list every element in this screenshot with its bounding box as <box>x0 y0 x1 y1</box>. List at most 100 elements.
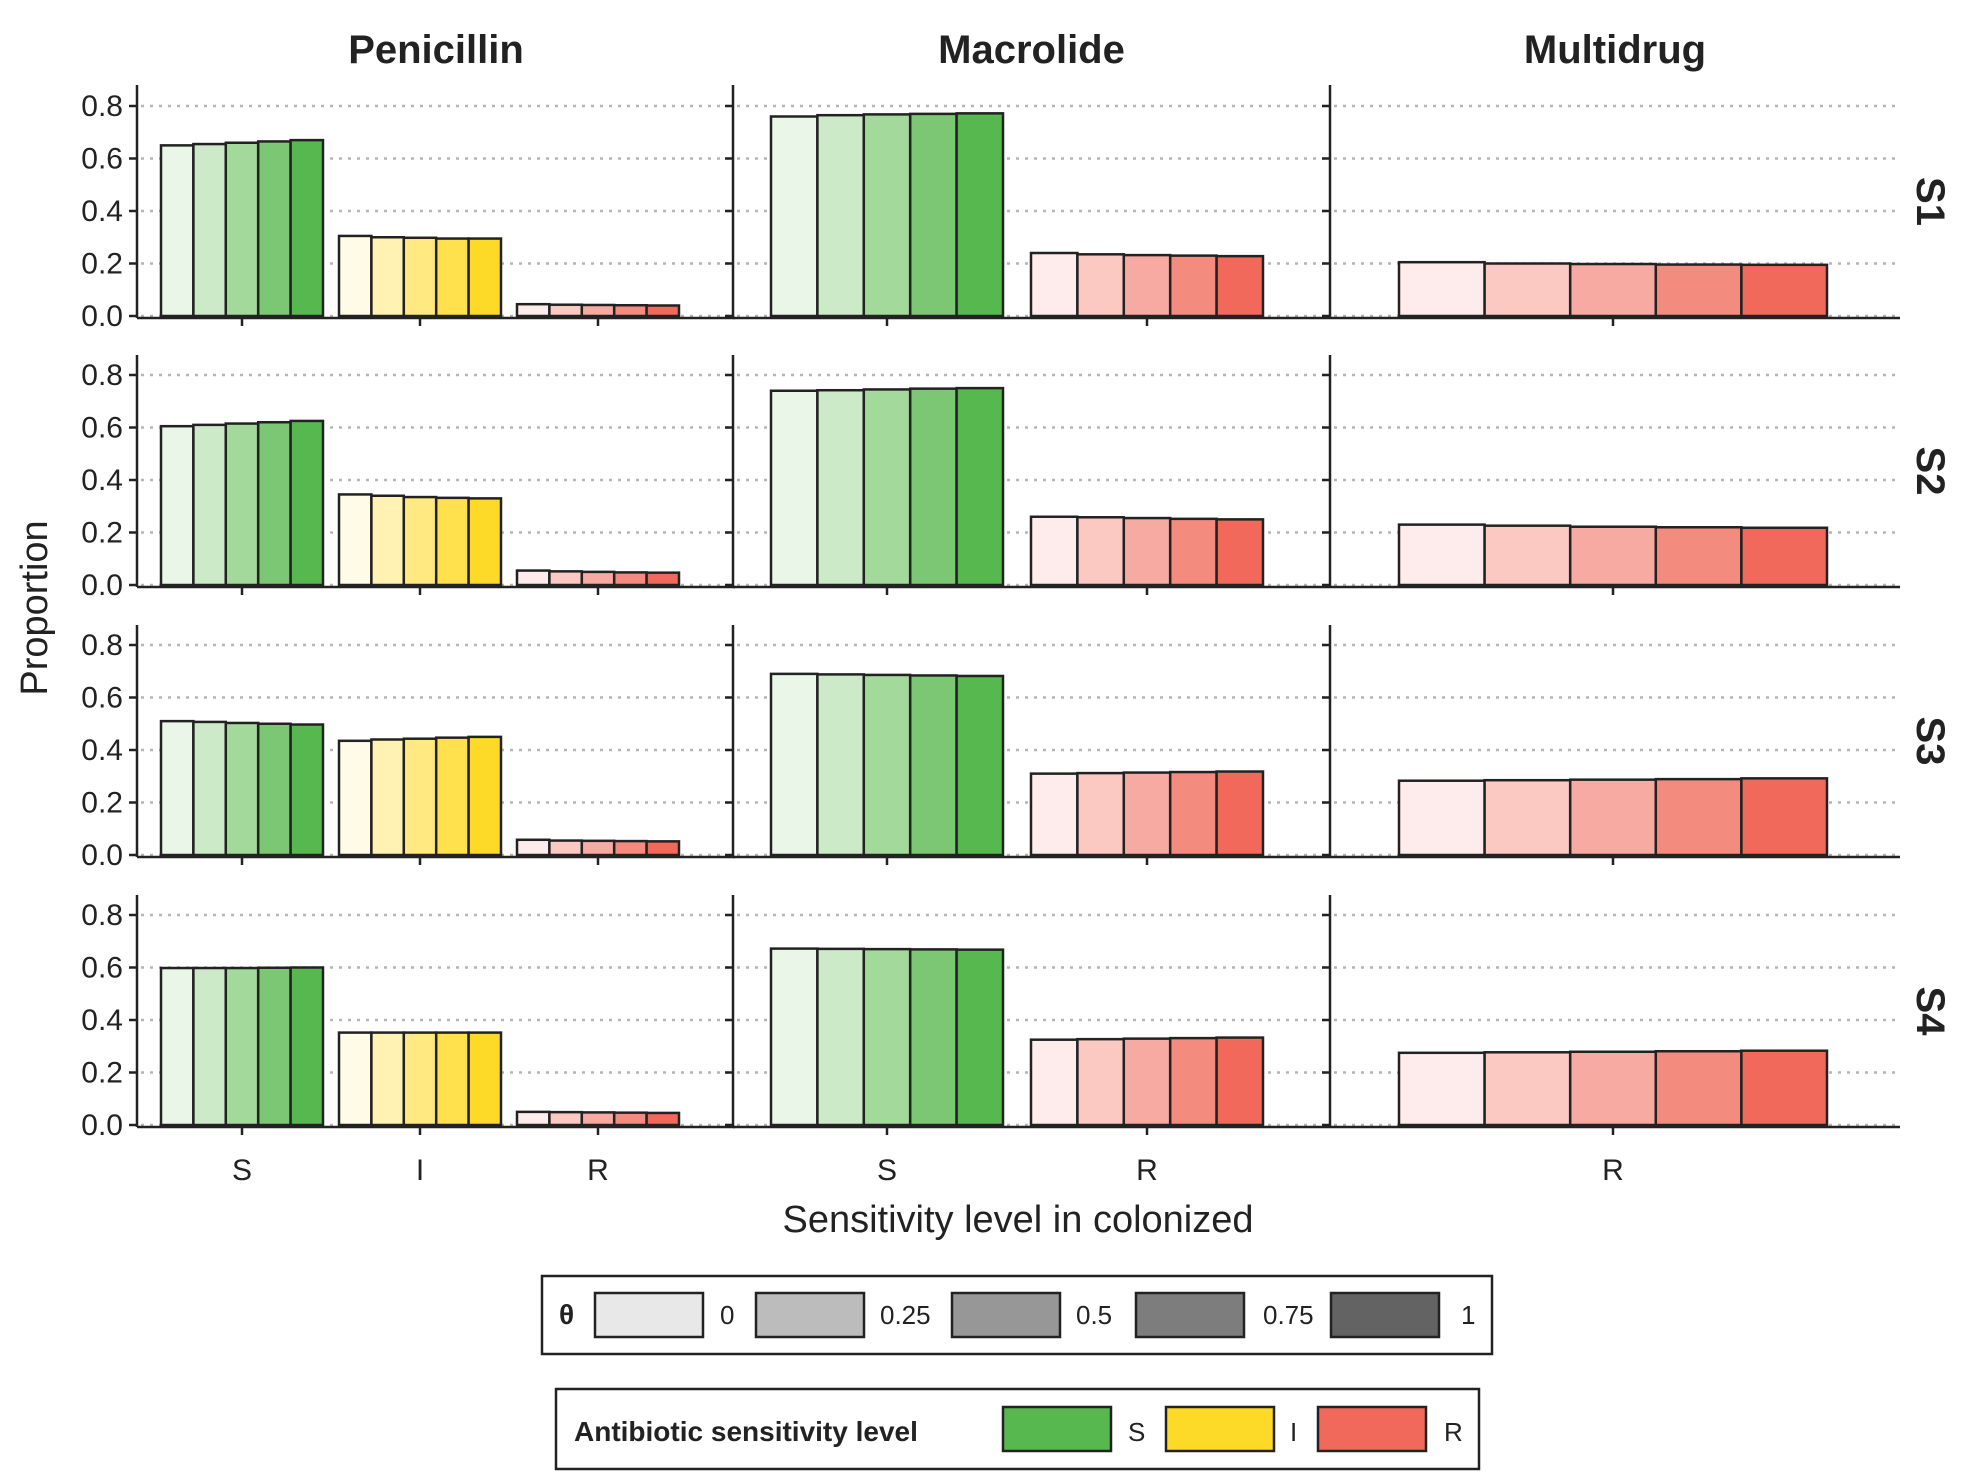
bar-s3-macrolide-s-theta-0 <box>769 672 819 857</box>
bar-s4-penicillin-r-theta-0.75 <box>612 1111 648 1127</box>
panel-s4-penicillin: 0.0 0.2 0.4 0.6 0.8 <box>81 895 735 1142</box>
bar-s1-penicillin-s-theta-0.75 <box>256 140 292 318</box>
legend-theta-label: 0.25 <box>880 1300 931 1330</box>
column-title-macrolide: Macrolide <box>938 28 1125 72</box>
y-tick-label: 0.6 <box>81 143 123 176</box>
bar-s3-multidrug-r-theta-0.5 <box>1568 778 1658 857</box>
column-title-multidrug: Multidrug <box>1524 28 1706 72</box>
bar-s1-penicillin-r-theta-0.25 <box>548 303 584 318</box>
bar-s2-penicillin-r-theta-0.75 <box>612 571 648 587</box>
bar-s2-macrolide-s-theta-1 <box>955 386 1005 587</box>
y-tick-label: 0.8 <box>81 629 123 662</box>
bar-s4-penicillin-i-theta-0.25 <box>370 1031 406 1127</box>
bar-s1-multidrug-r-theta-0 <box>1397 260 1486 318</box>
bar-s4-penicillin-r-theta-1 <box>645 1111 681 1127</box>
legend-sensitivity-title: Antibiotic sensitivity level <box>574 1416 918 1447</box>
y-tick-label: 0.4 <box>81 195 123 228</box>
bar-s2-penicillin-s-theta-0.5 <box>224 422 260 587</box>
bar-s3-multidrug-r-theta-0.75 <box>1654 777 1743 857</box>
bar-s2-penicillin-s-theta-0.75 <box>256 421 292 587</box>
panel-s4-macrolide <box>725 895 1330 1135</box>
legend-theta-swatch <box>593 1291 705 1339</box>
bar-s1-multidrug-r-theta-0.25 <box>1483 262 1572 318</box>
bar-s1-penicillin-r-theta-0 <box>515 302 551 318</box>
bar-s3-macrolide-r-theta-0.5 <box>1122 771 1172 857</box>
bar-s4-penicillin-r-theta-0.25 <box>548 1110 584 1127</box>
x-tick-label-r: R <box>587 1154 609 1187</box>
legend-theta-label: 1 <box>1461 1300 1475 1330</box>
bar-s4-macrolide-r-theta-0.75 <box>1168 1036 1218 1127</box>
bar-s3-macrolide-r-theta-0.25 <box>1076 771 1126 857</box>
panel-s1-multidrug <box>1322 85 1900 326</box>
legend-sensitivity-swatch <box>1001 1405 1113 1453</box>
bar-s4-macrolide-s-theta-0 <box>769 947 819 1127</box>
bar-s2-penicillin-r-theta-0.25 <box>548 570 584 587</box>
bar-s1-multidrug-r-theta-1 <box>1740 263 1829 318</box>
legend-theta-swatch <box>950 1291 1062 1339</box>
panel-s2-penicillin: 0.0 0.2 0.4 0.6 0.8 <box>81 355 735 602</box>
legend-sensitivity-label: R <box>1444 1417 1463 1447</box>
bar-s4-multidrug-r-theta-1 <box>1740 1049 1829 1127</box>
bar-s3-penicillin-r-theta-0.25 <box>548 839 584 857</box>
bar-s4-penicillin-r-theta-0 <box>515 1110 551 1127</box>
bar-s4-penicillin-s-theta-0.25 <box>192 966 228 1127</box>
bar-s1-macrolide-s-theta-0.25 <box>816 113 866 318</box>
bar-s1-penicillin-r-theta-1 <box>645 304 681 318</box>
legends: θ 0 0.25 0.5 0.75 1 Antibiotic sensitivity lev… <box>540 1274 1494 1471</box>
bar-s1-macrolide-r-theta-1 <box>1215 254 1265 318</box>
bar-s3-multidrug-r-theta-0 <box>1397 779 1486 857</box>
bar-s1-penicillin-i-theta-0.25 <box>370 236 406 318</box>
bar-s4-multidrug-r-theta-0 <box>1397 1051 1486 1127</box>
legend-sensitivity-label: I <box>1290 1417 1297 1447</box>
bar-s1-penicillin-s-theta-0 <box>159 144 195 318</box>
bar-s4-penicillin-i-theta-0 <box>337 1031 373 1127</box>
bar-s4-penicillin-r-theta-0.5 <box>580 1111 616 1127</box>
bar-s1-penicillin-i-theta-0.5 <box>402 236 438 318</box>
bar-s1-penicillin-r-theta-0.75 <box>612 303 648 318</box>
bar-s4-macrolide-r-theta-0.25 <box>1076 1037 1126 1127</box>
bar-s4-multidrug-r-theta-0.75 <box>1654 1049 1743 1127</box>
legend-theta-swatch <box>1134 1291 1246 1339</box>
bar-s3-macrolide-s-theta-0.25 <box>816 673 866 857</box>
x-axis-title: Sensitivity level in colonized <box>782 1199 1253 1241</box>
y-tick-label: 0.2 <box>81 1057 123 1090</box>
bar-s2-penicillin-i-theta-0 <box>337 493 373 587</box>
legend-sensitivity: Antibiotic sensitivity level S I R <box>554 1387 1481 1471</box>
bar-s1-penicillin-s-theta-0.25 <box>192 142 228 318</box>
bar-s2-macrolide-s-theta-0.75 <box>908 387 958 587</box>
x-tick-label-i: I <box>416 1154 424 1187</box>
y-tick-label: 0.2 <box>81 517 123 550</box>
legend-theta-swatch <box>754 1291 866 1339</box>
bar-s2-macrolide-r-theta-1 <box>1215 518 1265 587</box>
bar-s4-macrolide-s-theta-0.25 <box>816 947 866 1127</box>
y-tick-label: 0.4 <box>81 734 123 767</box>
bar-s3-penicillin-i-theta-1 <box>467 735 503 857</box>
bar-s4-macrolide-s-theta-0.75 <box>908 948 958 1127</box>
panels: 0.00.20.40.60.80.00.20.40.60.80.00.20.40… <box>81 85 1900 1142</box>
bar-s3-penicillin-s-theta-0 <box>159 719 195 857</box>
row-label-s3: S3 <box>1908 717 1952 766</box>
bar-s1-multidrug-r-theta-0.5 <box>1568 262 1658 318</box>
panel-s3-penicillin: 0.0 0.2 0.4 0.6 0.8 <box>81 625 735 872</box>
bar-s3-penicillin-r-theta-0 <box>515 838 551 857</box>
bar-s2-penicillin-i-theta-0.5 <box>402 495 438 587</box>
x-tick-label-r: R <box>1602 1154 1624 1187</box>
y-tick-label: 0.0 <box>81 569 123 602</box>
bar-s3-multidrug-r-theta-1 <box>1740 777 1829 857</box>
bar-s3-penicillin-s-theta-0.5 <box>224 721 260 857</box>
bar-s1-macrolide-s-theta-0.5 <box>862 113 912 318</box>
bar-s2-multidrug-r-theta-0.25 <box>1483 524 1572 587</box>
bar-s4-macrolide-r-theta-0 <box>1029 1038 1079 1127</box>
bar-s4-penicillin-i-theta-0.5 <box>402 1031 438 1127</box>
y-tick-label: 0.0 <box>81 1109 123 1142</box>
bar-s2-macrolide-s-theta-0 <box>769 389 819 587</box>
bar-s1-macrolide-r-theta-0.25 <box>1076 253 1126 318</box>
bar-s2-penicillin-i-theta-0.25 <box>370 494 406 587</box>
bar-s2-multidrug-r-theta-1 <box>1740 526 1829 587</box>
legend-theta-swatch <box>1329 1291 1441 1339</box>
bar-s1-penicillin-r-theta-0.5 <box>580 303 616 318</box>
bar-s3-penicillin-i-theta-0.25 <box>370 738 406 857</box>
bar-s1-penicillin-s-theta-0.5 <box>224 141 260 318</box>
panel-s1-macrolide <box>725 85 1330 326</box>
